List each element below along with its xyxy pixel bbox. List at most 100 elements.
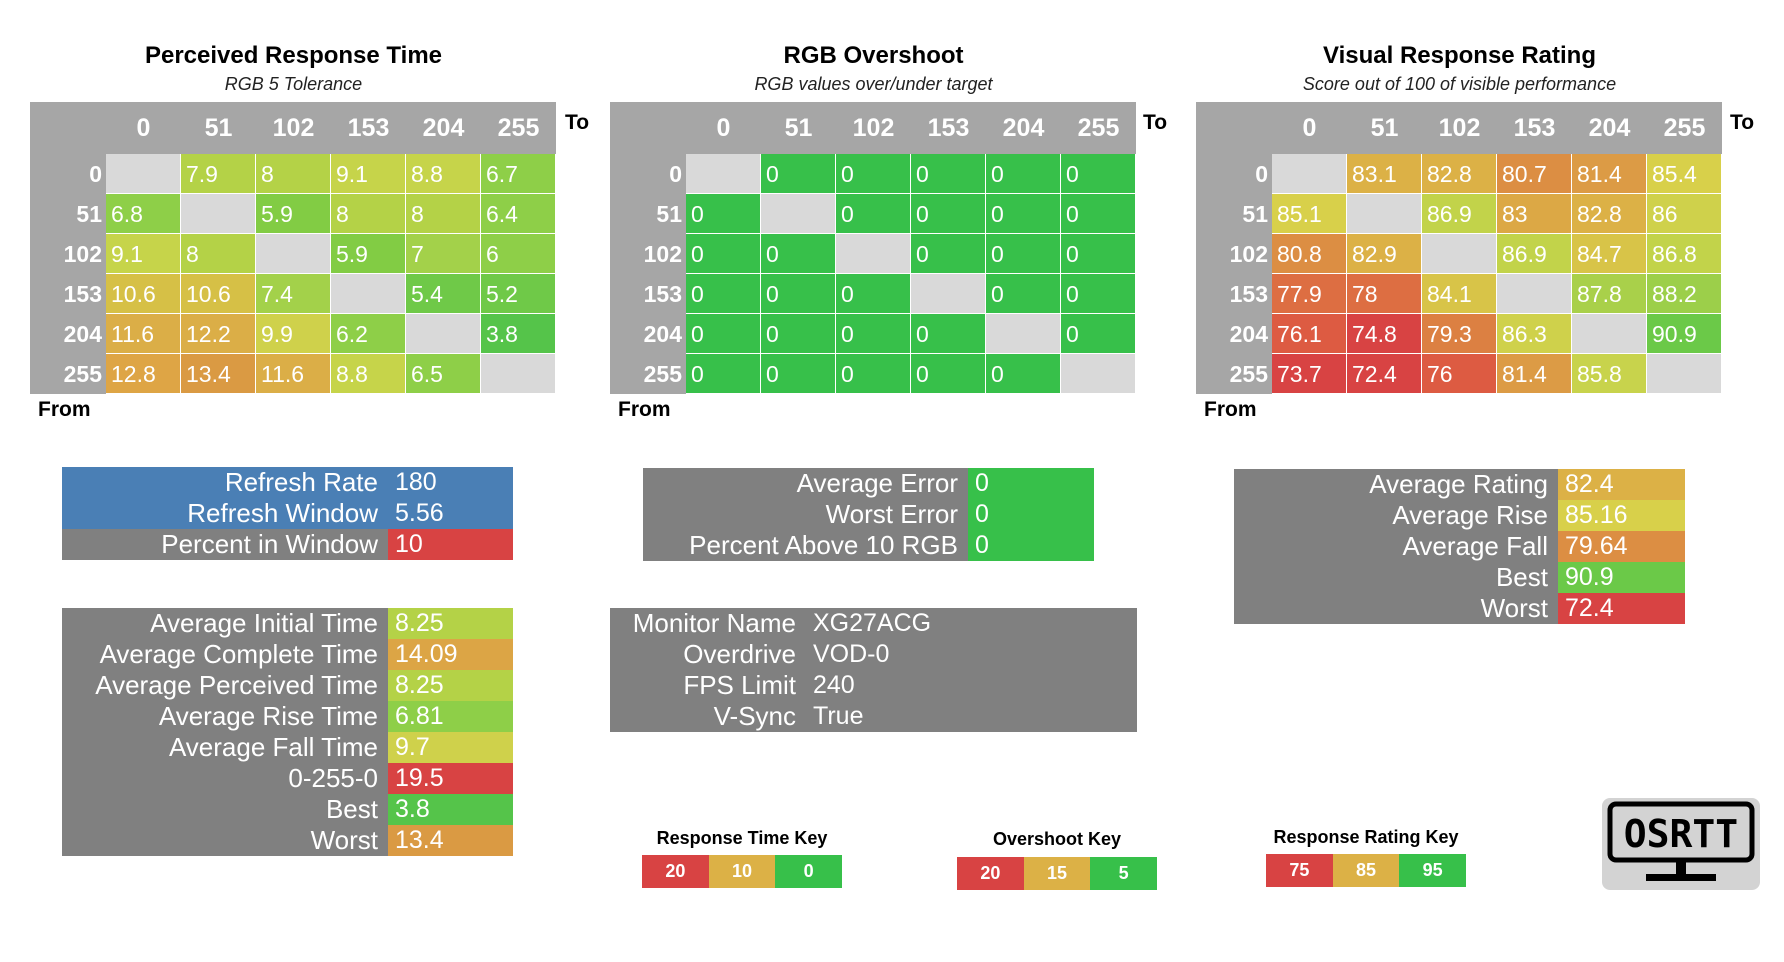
heatmap-title-rating: Visual Response Rating (1196, 42, 1723, 70)
key-segment: 5 (1090, 857, 1157, 890)
column-header: 0 (1272, 102, 1347, 154)
axis-label-from: From (1204, 398, 1257, 422)
heatmap-cell: 0 (986, 354, 1061, 394)
heatmap-cell: 6.2 (331, 314, 406, 354)
row-header: 51 (30, 194, 106, 234)
heatmap-cell: 0 (836, 194, 911, 234)
stat-label: Percent in Window (62, 529, 388, 560)
heatmap-cell: 6.4 (481, 194, 556, 234)
heatmap-cell: 8 (406, 194, 481, 234)
heatmap-cell: 78 (1347, 274, 1422, 314)
key-segment: 95 (1399, 854, 1466, 887)
stat-label: Refresh Window (62, 498, 388, 529)
row-header: 102 (30, 234, 106, 274)
heatmap-cell-diagonal (331, 274, 406, 314)
axis-label-from: From (618, 398, 671, 422)
heatmap-cell-diagonal (911, 274, 986, 314)
heatmap-cell-diagonal (836, 234, 911, 274)
row-header: 0 (1196, 154, 1272, 194)
heatmap-cell: 7.4 (256, 274, 331, 314)
heatmap-cell: 6.7 (481, 154, 556, 194)
heatmap-cell: 3.8 (481, 314, 556, 354)
stat-value: 72.4 (1558, 593, 1685, 624)
heatmap-cell: 0 (986, 234, 1061, 274)
column-header: 153 (1497, 102, 1572, 154)
heatmap-cell-diagonal (1422, 234, 1497, 274)
heatmap-cell-diagonal (1347, 194, 1422, 234)
stat-label: Average Perceived Time (62, 670, 388, 701)
heatmap-cell: 5.4 (406, 274, 481, 314)
response-rating-key-title: Response Rating Key (1266, 827, 1466, 848)
heatmap-cell: 0 (836, 274, 911, 314)
heatmap-cell: 77.9 (1272, 274, 1347, 314)
heatmap-corner (30, 102, 106, 154)
key-segment: 75 (1266, 854, 1333, 887)
stat-value: 8.25 (388, 670, 513, 701)
heatmap-cell: 86.3 (1497, 314, 1572, 354)
stat-label: Average Rating (1234, 469, 1558, 500)
stat-label: 0-255-0 (62, 763, 388, 794)
stat-value: 0 (968, 499, 1094, 530)
heatmap-cell: 83.1 (1347, 154, 1422, 194)
row-header: 153 (610, 274, 686, 314)
stat-label: Overdrive (610, 639, 806, 670)
stat-label: FPS Limit (610, 670, 806, 701)
heatmap-cell: 84.7 (1572, 234, 1647, 274)
heatmap-corner (1196, 102, 1272, 154)
heatmap-cell: 8 (256, 154, 331, 194)
stat-value: 6.81 (388, 701, 513, 732)
heatmap-cell: 85.1 (1272, 194, 1347, 234)
heatmap-overshoot: 0511021532042550000005100000102000001530… (610, 102, 1137, 394)
row-header: 204 (610, 314, 686, 354)
column-header: 204 (986, 102, 1061, 154)
row-header: 0 (610, 154, 686, 194)
response-time-summary-table: Average Initial Time8.25Average Complete… (62, 608, 513, 856)
stat-value: XG27ACG (806, 608, 1137, 639)
stat-value: 85.16 (1558, 500, 1685, 531)
heatmap-cell: 86 (1647, 194, 1722, 234)
heatmap-cell: 86.9 (1497, 234, 1572, 274)
row-header: 255 (610, 354, 686, 394)
heatmap-cell: 86.8 (1647, 234, 1722, 274)
heatmap-cell: 0 (986, 194, 1061, 234)
heatmap-cell: 82.9 (1347, 234, 1422, 274)
stat-value: VOD-0 (806, 639, 1137, 670)
stat-label: Worst Error (643, 499, 968, 530)
heatmap-cell: 6 (481, 234, 556, 274)
heatmap-cell: 84.1 (1422, 274, 1497, 314)
heatmap-cell: 5.9 (331, 234, 406, 274)
heatmap-title-response-time: Perceived Response Time (30, 42, 557, 70)
column-header: 51 (1347, 102, 1422, 154)
heatmap-cell: 0 (1061, 194, 1136, 234)
stat-value: 82.4 (1558, 469, 1685, 500)
heatmap-cell: 5.9 (256, 194, 331, 234)
heatmap-cell: 7.9 (181, 154, 256, 194)
heatmap-cell: 0 (1061, 274, 1136, 314)
heatmap-cell: 0 (1061, 234, 1136, 274)
heatmap-cell: 0 (686, 274, 761, 314)
heatmap-cell: 0 (836, 354, 911, 394)
heatmap-cell: 85.8 (1572, 354, 1647, 394)
stat-label: Monitor Name (610, 608, 806, 639)
heatmap-cell-diagonal (406, 314, 481, 354)
heatmap-cell: 86.9 (1422, 194, 1497, 234)
heatmap-cell: 0 (1061, 314, 1136, 354)
response-rating-key: 758595 (1266, 854, 1466, 887)
heatmap-cell: 0 (761, 274, 836, 314)
refresh-rate-table: Refresh Rate180Refresh Window5.56Percent… (62, 467, 513, 560)
heatmap-cell: 0 (686, 234, 761, 274)
column-header: 204 (1572, 102, 1647, 154)
heatmap-cell: 0 (911, 354, 986, 394)
row-header: 153 (30, 274, 106, 314)
heatmap-cell: 76 (1422, 354, 1497, 394)
heatmap-cell: 0 (761, 314, 836, 354)
heatmap-subtitle-rating: Score out of 100 of visible performance (1196, 74, 1723, 95)
heatmap-cell-diagonal (986, 314, 1061, 354)
row-header: 102 (1196, 234, 1272, 274)
stat-label: Worst (62, 825, 388, 856)
row-header: 0 (30, 154, 106, 194)
stat-label: Average Rise (1234, 500, 1558, 531)
heatmap-cell: 72.4 (1347, 354, 1422, 394)
column-header: 153 (331, 102, 406, 154)
heatmap-cell: 90.9 (1647, 314, 1722, 354)
